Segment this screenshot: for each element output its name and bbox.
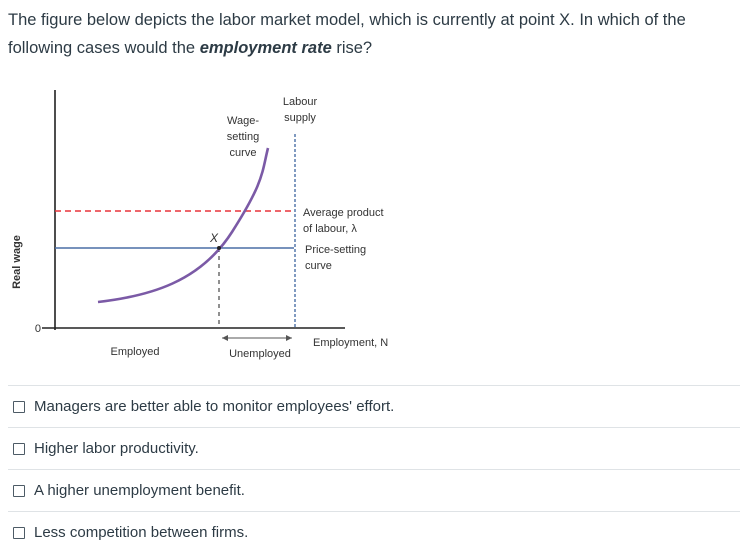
price-setting-label-2: curve (305, 260, 332, 272)
avg-product-label-1: Average product (303, 207, 384, 219)
answer-checkbox-4[interactable] (13, 526, 25, 539)
answer-checkbox-2[interactable] (13, 442, 25, 455)
answer-label-3: A higher unemployment benefit. (34, 482, 245, 499)
answer-option-1[interactable]: Managers are better able to monitor empl… (8, 385, 740, 427)
labour-supply-label-2: supply (284, 112, 316, 124)
labor-market-figure: Real wage 0 X Labour supply Wage- settin… (0, 82, 420, 372)
answer-checkbox-1[interactable] (13, 400, 25, 413)
answer-checkbox-3[interactable] (13, 484, 25, 497)
point-x-marker (217, 246, 221, 250)
origin-label: 0 (35, 323, 41, 335)
answer-option-4[interactable]: Less competition between firms. (8, 511, 740, 553)
unemployed-arrow-left-head (222, 335, 228, 341)
wage-setting-label-1: Wage- (227, 115, 259, 127)
x-axis-label: Employment, N (313, 337, 388, 349)
answer-option-2[interactable]: Higher labor productivity. (8, 427, 740, 469)
labour-supply-label-1: Labour (283, 96, 318, 108)
answer-option-3[interactable]: A higher unemployment benefit. (8, 469, 740, 511)
unemployed-label: Unemployed (229, 348, 291, 360)
answer-list: Managers are better able to monitor empl… (8, 385, 740, 553)
answer-label-1: Managers are better able to monitor empl… (34, 398, 395, 415)
unemployed-arrow-right-head (286, 335, 292, 341)
price-setting-label-1: Price-setting (305, 244, 366, 256)
answer-label-2: Higher labor productivity. (34, 440, 199, 457)
question-part1: The figure below depicts the labor marke… (8, 11, 686, 57)
question-emphasis: employment rate (199, 39, 332, 57)
wage-setting-curve (97, 147, 270, 304)
wage-setting-label-3: curve (230, 147, 257, 159)
y-axis-label: Real wage (11, 235, 23, 289)
answer-label-4: Less competition between firms. (34, 524, 249, 541)
wage-setting-label-2: setting (227, 131, 259, 143)
avg-product-label-2: of labour, λ (303, 223, 357, 235)
point-x-label: X (209, 231, 219, 245)
labor-market-diagram: Real wage 0 X Labour supply Wage- settin… (11, 90, 388, 360)
employed-label: Employed (111, 346, 160, 358)
question-text: The figure below depicts the labor marke… (8, 6, 734, 62)
question-part2: rise? (331, 39, 373, 57)
